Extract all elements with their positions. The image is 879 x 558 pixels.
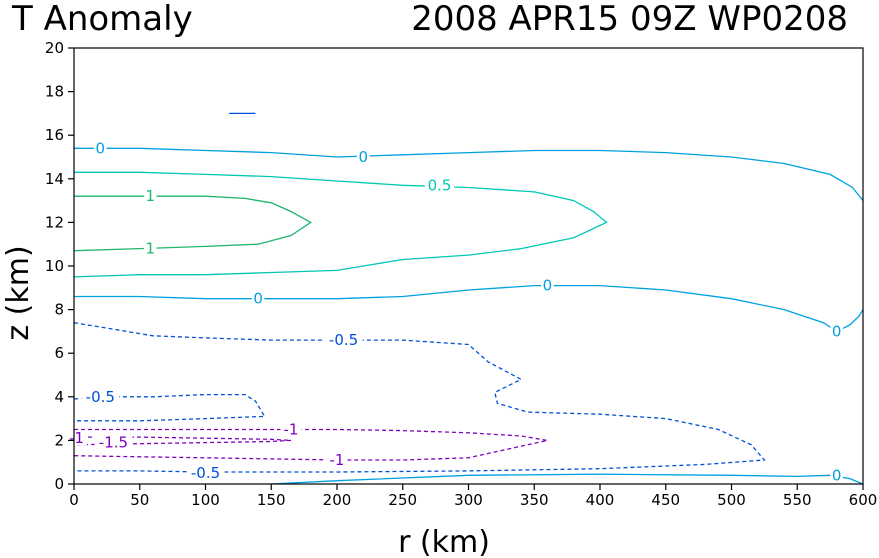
contour-label: 0 bbox=[96, 139, 106, 157]
x-tick-label: 250 bbox=[388, 491, 417, 509]
x-tick-label: 450 bbox=[651, 491, 680, 509]
y-tick-label: 16 bbox=[45, 126, 64, 144]
x-axis-label: r (km) bbox=[398, 525, 490, 558]
contour-label-bg bbox=[424, 177, 455, 193]
x-axis: 0 50 100 150 200 250 300 350 400 450 500 550 600 bbox=[69, 484, 877, 509]
contour-lines-group bbox=[73, 112, 864, 485]
y-tick-label: 0 bbox=[54, 475, 64, 493]
y-tick-label: 2 bbox=[54, 431, 64, 449]
contour-label-bg bbox=[81, 388, 120, 404]
x-tick-label: 300 bbox=[454, 491, 483, 509]
y-tick-label: 18 bbox=[45, 83, 64, 101]
contour-label: -0.5 bbox=[329, 331, 358, 349]
contour-label-bg bbox=[830, 467, 843, 483]
contour-line-neg1p5-8 bbox=[73, 436, 292, 446]
y-tick-label: 8 bbox=[54, 301, 64, 319]
contour-line-neg0p5-6 bbox=[73, 393, 266, 422]
contour-label-bg bbox=[94, 434, 133, 450]
contour-label-bg bbox=[251, 290, 265, 306]
contour-label: 0.5 bbox=[428, 176, 452, 194]
y-tick-label: 6 bbox=[54, 344, 64, 362]
contour-label-bg bbox=[830, 323, 843, 339]
contour-label: -1 bbox=[330, 451, 345, 469]
y-axis: 0 2 4 6 8 10 12 14 16 18 20 bbox=[45, 39, 74, 493]
contour-label-bg bbox=[94, 140, 107, 156]
contour-line-1-4 bbox=[73, 195, 312, 252]
contour-label-bg bbox=[144, 240, 157, 256]
x-tick-label: 100 bbox=[191, 491, 220, 509]
x-tick-label: 50 bbox=[130, 491, 149, 509]
x-tick-label: 0 bbox=[69, 491, 79, 509]
contour-line-0-0 bbox=[74, 147, 864, 202]
contour-label-bg bbox=[357, 149, 370, 164]
y-tick-label: 12 bbox=[45, 213, 64, 231]
y-axis-label: z (km) bbox=[1, 245, 36, 340]
x-tick-label: 350 bbox=[520, 491, 549, 509]
contour-label-bg bbox=[541, 277, 554, 293]
x-tick-label: 500 bbox=[717, 491, 746, 509]
chart-title-left: T Anomaly bbox=[11, 0, 193, 39]
y-tick-label: 20 bbox=[45, 39, 64, 57]
contour-label: 0 bbox=[832, 466, 842, 484]
contour-line-0p5-3 bbox=[73, 171, 608, 278]
contour-label: 0 bbox=[359, 148, 369, 166]
contour-label-bg bbox=[66, 430, 88, 446]
contour-label: 0 bbox=[253, 290, 263, 308]
y-tick-label: 4 bbox=[54, 388, 64, 406]
contour-label: -0.5 bbox=[86, 388, 115, 406]
x-tick-label: 200 bbox=[323, 491, 352, 509]
contour-label-bg bbox=[326, 452, 348, 468]
contour-label: -1.5 bbox=[99, 434, 128, 452]
chart-title-right: 2008 APR15 09Z WP0208 bbox=[411, 0, 848, 39]
contour-label: -1 bbox=[69, 429, 84, 447]
contour-label: 0 bbox=[543, 277, 553, 295]
contour-line-neg1-7 bbox=[73, 428, 548, 461]
y-tick-label: 10 bbox=[45, 257, 64, 275]
contour-label-bg bbox=[324, 332, 363, 348]
contour-label-bg bbox=[186, 465, 225, 481]
x-tick-label: 400 bbox=[586, 491, 615, 509]
contour-label: 0 bbox=[832, 322, 842, 340]
x-tick-label: 600 bbox=[849, 491, 878, 509]
contour-label: -1 bbox=[283, 421, 298, 439]
x-tick-label: 150 bbox=[257, 491, 286, 509]
contour-label-bg bbox=[144, 188, 157, 204]
y-tick-label: 14 bbox=[45, 170, 64, 188]
contour-label: 1 bbox=[145, 240, 155, 258]
x-tick-label: 550 bbox=[783, 491, 812, 509]
contour-line-0-1 bbox=[74, 284, 864, 333]
contour-label-bg bbox=[280, 421, 302, 437]
contour-line-neg0p5-5 bbox=[73, 322, 766, 473]
contour-labels-group: 0 0 0.5 1 1 0 0 0 -0.5 -0.5 -1 -1 -1.5 -1 -0.5 0 bbox=[66, 139, 843, 484]
contour-line-0-2 bbox=[271, 473, 864, 485]
contour-label: 1 bbox=[145, 187, 155, 205]
contour-label: -0.5 bbox=[191, 464, 220, 482]
